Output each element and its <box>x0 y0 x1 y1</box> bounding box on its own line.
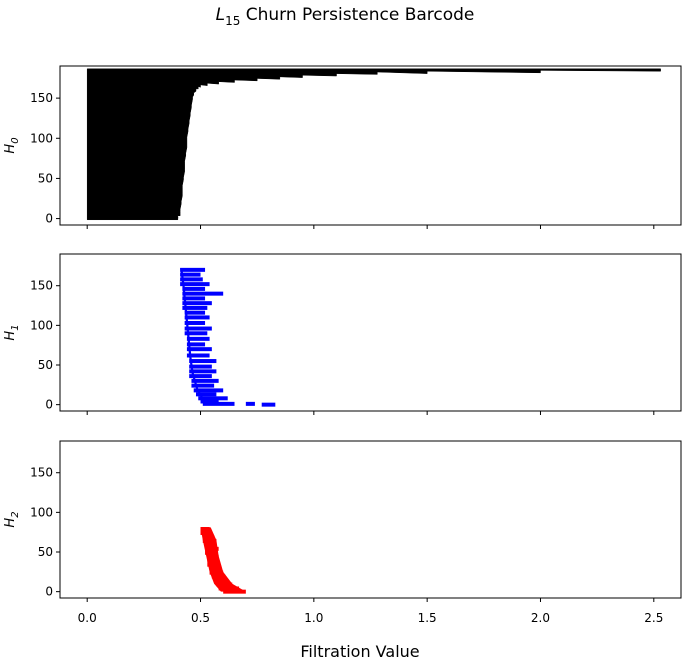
h1-bar-10 <box>189 369 217 374</box>
xtick-label-5: 2.5 <box>644 611 663 625</box>
h2-ytick-label-3: 150 <box>30 466 53 480</box>
xtick-label-1: 0.5 <box>191 611 210 625</box>
h1-bar-17 <box>184 331 208 336</box>
x-axis-label: Filtration Value <box>300 642 419 661</box>
h1-bar-5 <box>195 392 217 397</box>
h2-ytick-label-1: 50 <box>38 545 53 559</box>
h2-bar-4 <box>211 574 226 579</box>
h1-bar-3 <box>200 399 219 404</box>
h0-axes-frame <box>59 65 682 226</box>
h1-bar-24 <box>182 296 206 301</box>
h2-ylabel-symbol: H <box>3 518 18 528</box>
h1-bar-9 <box>189 374 212 379</box>
chart-title: L15 Churn Persistence Barcode <box>216 5 475 28</box>
h0-ytick-label-1: 50 <box>38 171 53 185</box>
h1-bar-25 <box>182 291 224 296</box>
h1-bar-1 <box>245 401 255 406</box>
h2-bar-7 <box>207 562 219 567</box>
h1-bar-27 <box>180 282 210 287</box>
h2-bar-5 <box>209 570 224 575</box>
h1-bar-18 <box>184 326 212 331</box>
h2-bar-12 <box>205 542 215 547</box>
h1-ylabel-symbol: H <box>3 331 18 341</box>
h1-bar-30 <box>180 267 206 272</box>
h2-bar-15 <box>200 530 212 535</box>
h1-bar-26 <box>182 286 206 291</box>
h1-bar-12 <box>189 359 217 364</box>
h0-ytick-label-0: 0 <box>45 212 53 226</box>
xtick-label-0: 0.0 <box>78 611 97 625</box>
h1-bar-2 <box>261 402 276 407</box>
h2-bar-14 <box>202 534 215 539</box>
xtick-label-2: 1.0 <box>304 611 323 625</box>
panel-h1: 0 50 100 150 H1 <box>3 253 682 415</box>
h0-ylabel-subscript: 0 <box>10 137 21 143</box>
h2-bar-6 <box>209 566 221 571</box>
title-symbol: L <box>216 5 225 25</box>
h1-bar-13 <box>186 353 210 358</box>
h1-bar-29 <box>180 272 201 277</box>
h2-bar-8 <box>207 558 217 563</box>
h1-bar-23 <box>182 301 212 306</box>
h2-bar-11 <box>205 546 219 551</box>
h1-ytick-label-2: 100 <box>30 318 53 332</box>
h0-ytick-label-2: 100 <box>30 131 53 145</box>
h1-bar-16 <box>186 336 210 341</box>
h1-ylabel-subscript: 1 <box>10 324 21 330</box>
panel-h2: 0 50 100 150 H2 <box>3 440 682 602</box>
h2-bar-9 <box>207 554 219 559</box>
h2-y-axis-label: H2 <box>3 511 21 527</box>
h2-bar-0 <box>223 589 246 594</box>
h2-bar-13 <box>202 538 217 543</box>
h1-ytick-label-1: 50 <box>38 358 53 372</box>
h1-bar-body <box>180 268 212 405</box>
h1-bar-21 <box>184 310 206 315</box>
h2-ylabel-subscript: 2 <box>10 511 21 517</box>
x-axis-ticks: 0.0 0.5 1.0 1.5 2.0 2.5 <box>78 611 664 625</box>
h1-bar-19 <box>184 320 206 325</box>
h1-bar-7 <box>191 383 215 388</box>
h1-bar-6 <box>193 388 224 393</box>
h2-ytick-label-0: 0 <box>45 585 53 599</box>
h0-bar-region <box>86 68 661 221</box>
h1-bar-22 <box>182 305 208 310</box>
h2-bar-3 <box>214 578 228 583</box>
h2-bar-16 <box>200 527 210 532</box>
title-subscript: 15 <box>225 14 240 28</box>
h2-bar-10 <box>205 550 217 555</box>
h1-bar-20 <box>184 315 210 320</box>
title-text: Churn Persistence Barcode <box>240 5 474 25</box>
h1-bar-28 <box>180 277 203 282</box>
h2-bar-1 <box>218 586 240 591</box>
h1-y-axis-label: H1 <box>3 324 21 340</box>
h2-bar-2 <box>216 582 233 587</box>
xtick-label-4: 2.0 <box>531 611 550 625</box>
h0-y-axis-label: H0 <box>3 137 21 153</box>
h1-axes-frame <box>59 253 682 412</box>
h1-bar-11 <box>189 364 212 369</box>
h1-bar-0 <box>202 401 235 406</box>
h1-ytick-label-0: 0 <box>45 398 53 412</box>
h1-bar-15 <box>186 342 206 347</box>
h0-ylabel-symbol: H <box>3 144 18 154</box>
h2-axes-frame <box>59 440 682 599</box>
h0-ytick-label-3: 150 <box>30 91 53 105</box>
h2-ytick-label-2: 100 <box>30 505 53 519</box>
h1-bar-4 <box>198 396 228 401</box>
xtick-label-3: 1.5 <box>418 611 437 625</box>
h1-ytick-label-3: 150 <box>30 279 53 293</box>
h1-bar-8 <box>191 378 219 383</box>
h1-bar-14 <box>186 347 212 352</box>
